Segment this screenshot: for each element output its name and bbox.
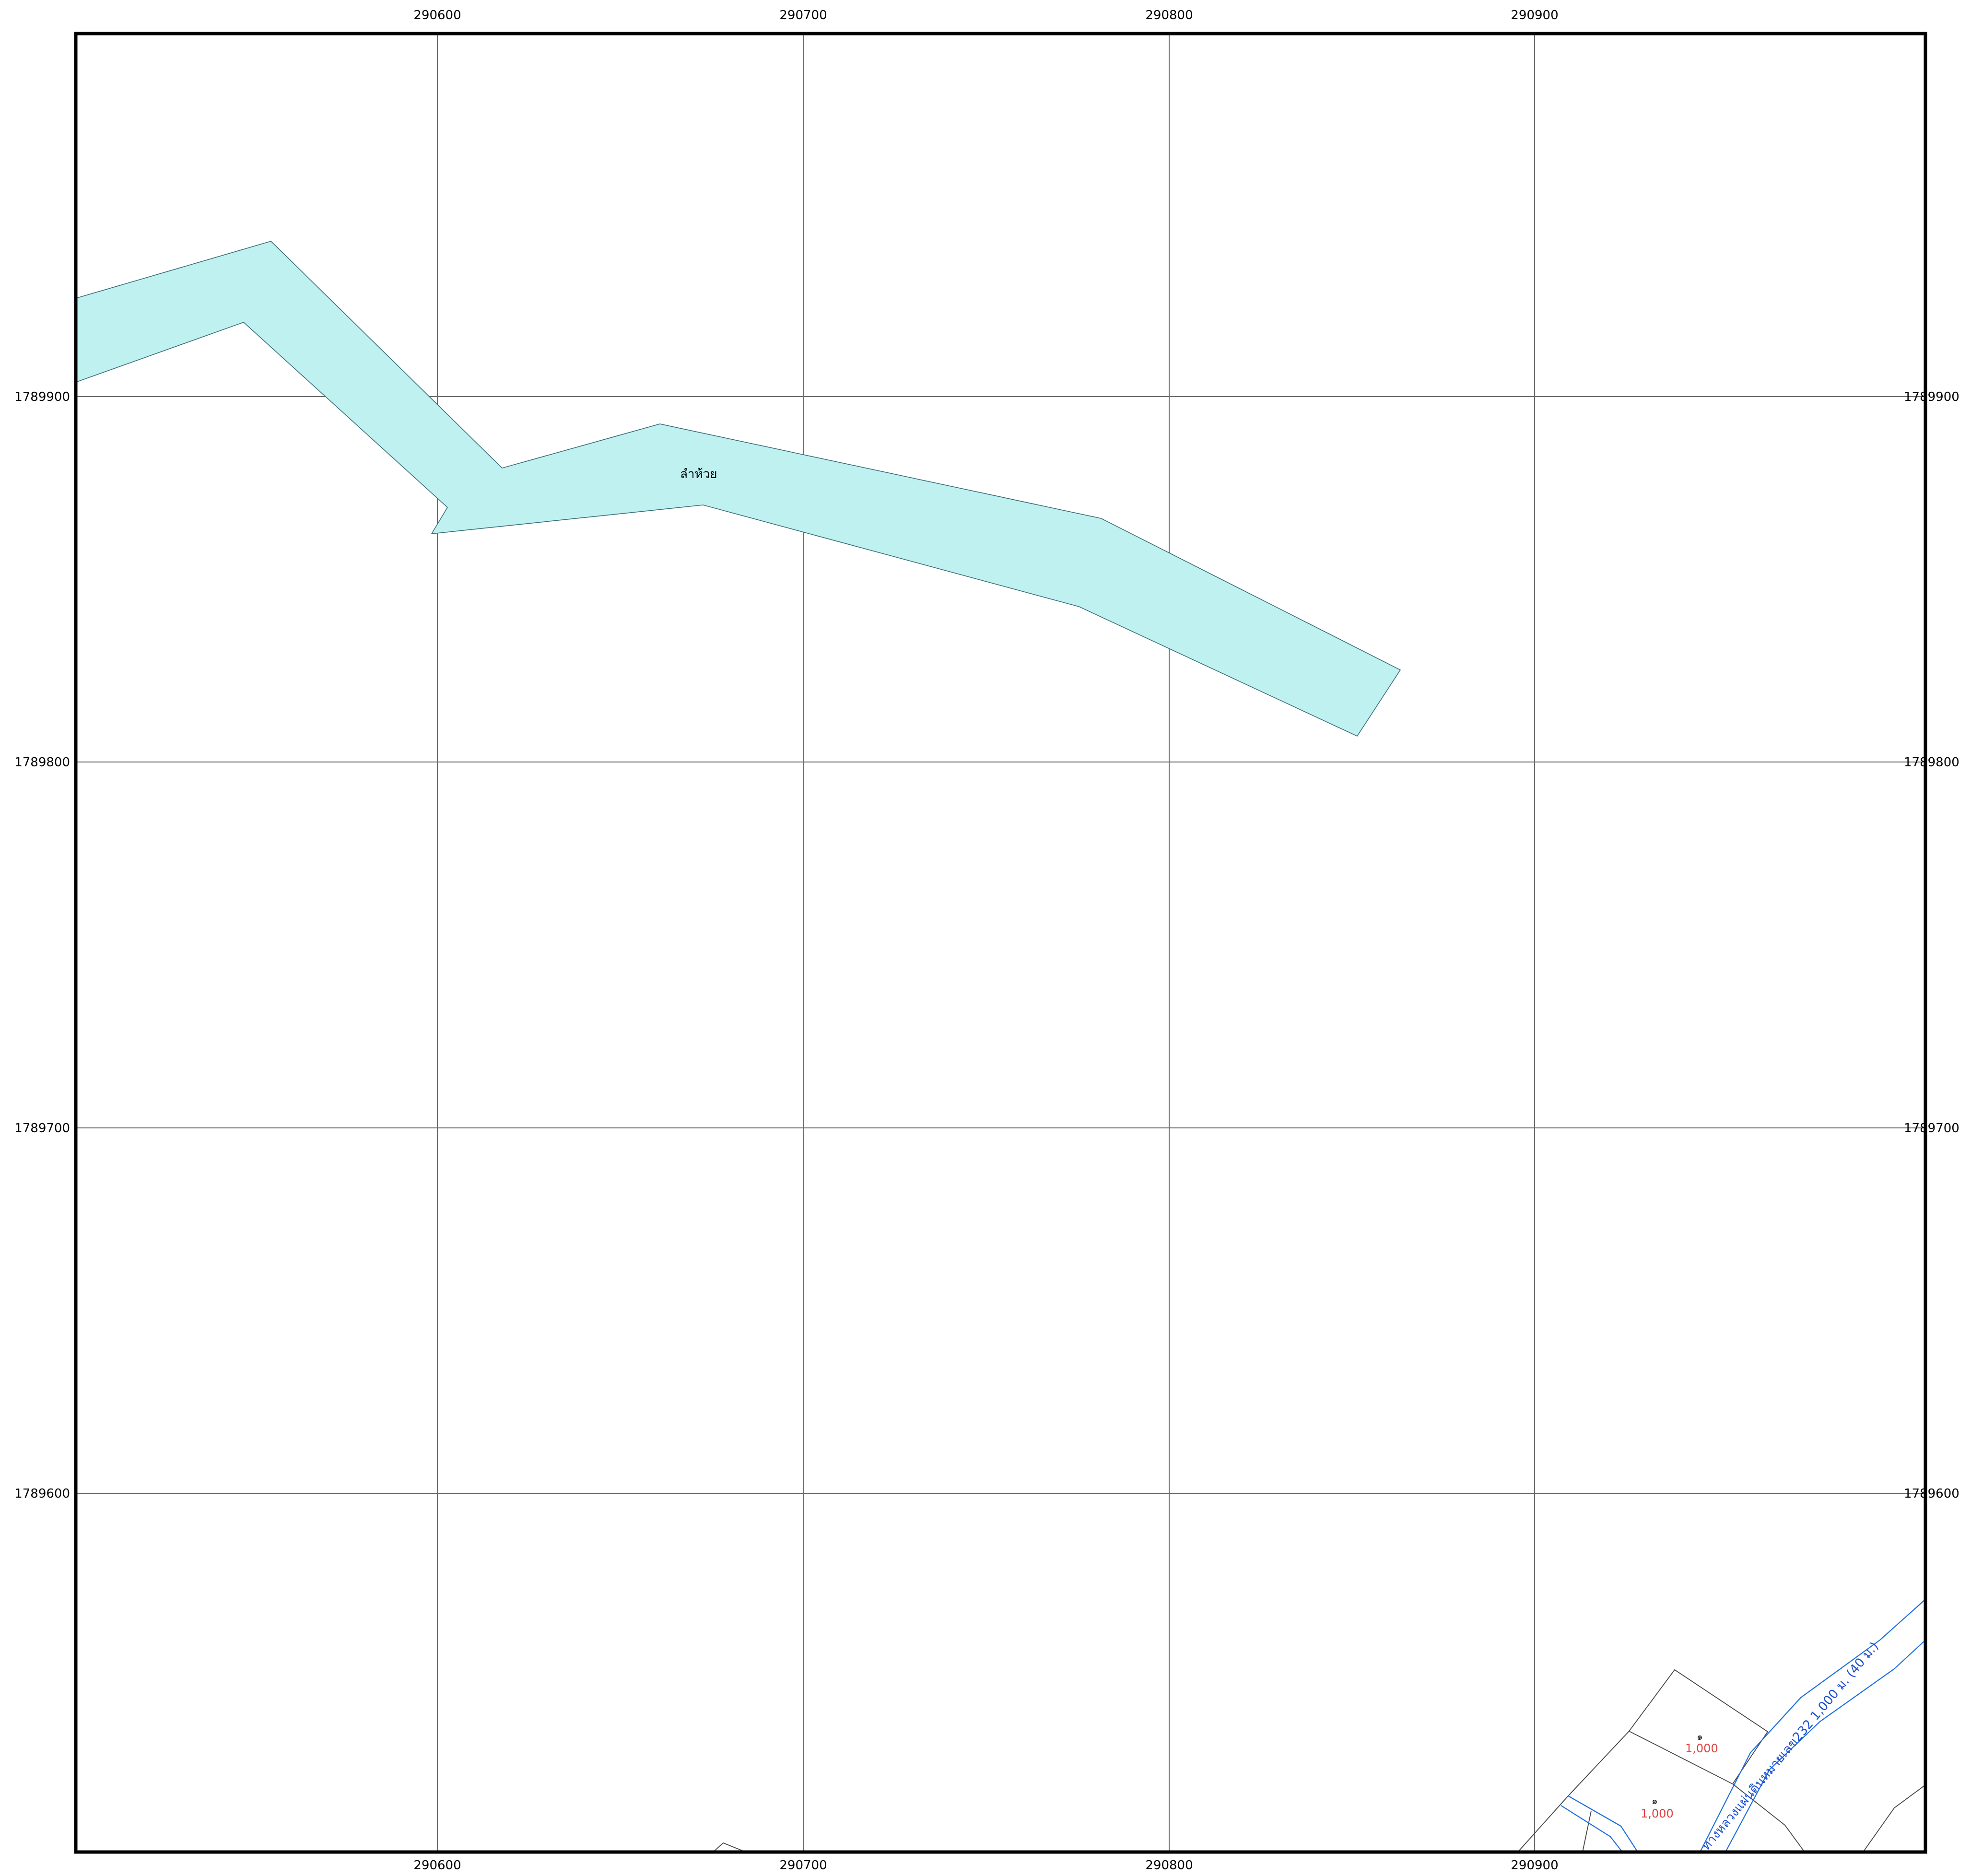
parcel-area: 1,000 (1641, 1807, 1674, 1820)
x-tick-label-top: 290700 (779, 8, 827, 23)
top-tick-labels: 290600 290700 290800 290900 (413, 8, 1558, 23)
bottom-tick-labels: 290600 290700 290800 290900 (413, 1858, 1558, 1873)
x-tick-label-top: 290900 (1511, 8, 1558, 23)
parcel-boundary[interactable] (1629, 1669, 1769, 1785)
parcel-number: ๑ (1697, 1731, 1703, 1742)
y-tick-label-right: 1789700 (1904, 1121, 1959, 1136)
y-tick-label-right: 1789900 (1904, 390, 1959, 404)
y-tick-label-right: 1789800 (1904, 755, 1959, 770)
parcel-boundary[interactable] (1568, 1731, 1630, 1796)
parcel-area: 1,000 (1685, 1742, 1718, 1755)
road-label: ทางหลวงแผ่นดินหมายเลข232 1,000 ม. (40 ม.… (1699, 1639, 1881, 1853)
road-edge-line[interactable] (1700, 1599, 1926, 1853)
parcel-boundary[interactable] (1582, 1810, 1592, 1853)
y-tick-label-left: 1789900 (14, 390, 70, 404)
parcel-group (713, 1669, 1926, 1853)
x-tick-label-bottom: 290800 (1145, 1858, 1193, 1873)
x-tick-label-bottom: 290900 (1511, 1858, 1558, 1873)
road-group: ทางหลวงแผ่นดินหมายเลข232 1,000 ม. (40 ม.… (1560, 1599, 1926, 1853)
parcel-boundary[interactable] (1517, 1795, 1569, 1853)
road-edge-line[interactable] (1725, 1640, 1926, 1853)
y-tick-label-left: 1789600 (14, 1487, 70, 1501)
road-edge-line[interactable] (1568, 1795, 1638, 1853)
parcel-boundary[interactable] (1863, 1784, 1926, 1853)
road-edge-line[interactable] (1560, 1805, 1623, 1853)
x-tick-label-top: 290600 (413, 8, 461, 23)
y-tick-label-left: 1789700 (14, 1121, 70, 1136)
y-tick-label-left: 1789800 (14, 755, 70, 770)
y-tick-label-right: 1789600 (1904, 1487, 1959, 1501)
x-tick-label-top: 290800 (1145, 8, 1193, 23)
stream-label: ลำห้วย (680, 467, 717, 481)
parcel-boundary[interactable] (713, 1842, 746, 1853)
x-tick-label-bottom: 290600 (413, 1858, 461, 1873)
parcel-boundary[interactable] (1732, 1783, 1805, 1853)
map-frame (74, 32, 1927, 1854)
stream-polygon[interactable] (75, 241, 1401, 737)
parcel-number: ๑ (1652, 1795, 1658, 1806)
grid-lines (76, 34, 1925, 1852)
left-tick-labels: 1789900 1789800 1789700 1789600 (14, 390, 70, 1501)
right-tick-labels: 1789900 1789800 1789700 1789600 (1904, 390, 1959, 1501)
x-tick-label-bottom: 290700 (779, 1858, 827, 1873)
